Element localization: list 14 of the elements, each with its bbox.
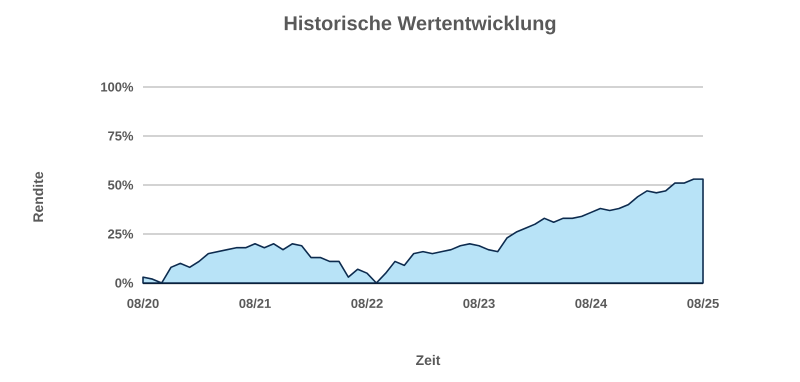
x-tick-label: 08/21 — [239, 298, 271, 308]
x-axis-title: Zeit — [416, 354, 440, 366]
y-tick-label: 75% — [108, 131, 134, 141]
y-axis-title: Rendite — [32, 172, 44, 222]
x-tick-label: 08/25 — [687, 298, 719, 308]
x-tick-label: 08/23 — [463, 298, 495, 308]
x-tick-label: 08/22 — [351, 298, 383, 308]
y-tick-label: 0% — [115, 278, 134, 288]
y-tick-label: 100% — [101, 82, 134, 92]
x-tick-label: 08/24 — [575, 298, 608, 308]
y-tick-label: 25% — [108, 229, 134, 239]
x-tick-label: 08/20 — [127, 298, 159, 308]
chart-title: Historische Wertentwicklung — [284, 16, 556, 34]
y-tick-label: 50% — [108, 180, 134, 190]
